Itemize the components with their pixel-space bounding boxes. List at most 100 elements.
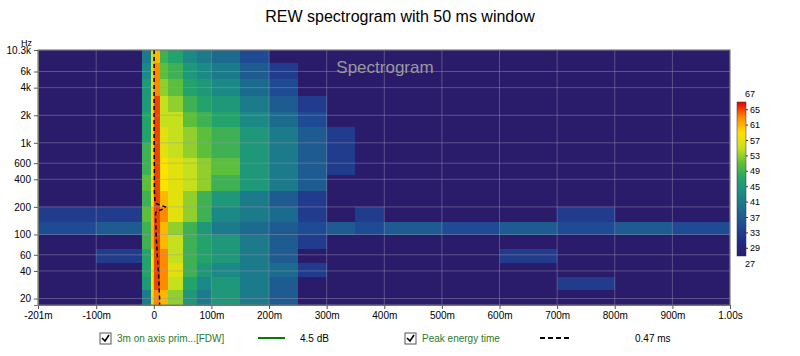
cell xyxy=(211,290,240,305)
plot-background xyxy=(38,50,730,305)
tick-label: 1k xyxy=(20,138,32,149)
y-axis: 10.3k6k4k2k1k600400200100604020 xyxy=(7,45,39,306)
cell xyxy=(269,207,298,222)
colorbar-label: 29 xyxy=(750,243,760,253)
cell xyxy=(211,262,240,277)
grid-line xyxy=(441,50,442,305)
tick-mark xyxy=(34,207,38,208)
cell xyxy=(672,143,730,158)
cell xyxy=(442,111,500,127)
cell xyxy=(500,234,558,249)
cell xyxy=(298,249,327,263)
cell xyxy=(269,111,298,127)
cell xyxy=(160,290,169,305)
cell xyxy=(327,276,356,290)
cell xyxy=(197,63,212,80)
cell xyxy=(38,234,97,249)
tick-label: 600 xyxy=(14,158,31,169)
cell xyxy=(183,143,198,158)
cell xyxy=(240,262,269,277)
cell xyxy=(183,207,198,222)
cell xyxy=(298,175,327,192)
cell xyxy=(500,143,558,158)
y-tick: 600 xyxy=(14,158,38,169)
cell xyxy=(355,290,384,305)
tick-label: 60 xyxy=(20,250,32,261)
cell xyxy=(240,234,269,249)
y-tick: 1k xyxy=(20,138,38,149)
cell xyxy=(615,127,673,144)
cell xyxy=(197,157,212,175)
cell xyxy=(557,63,615,80)
cell xyxy=(183,127,198,144)
cell xyxy=(672,63,730,80)
cell xyxy=(269,63,298,80)
tick-label: 100m xyxy=(199,310,224,321)
cell xyxy=(384,207,442,222)
colorbar-label: 61 xyxy=(750,120,760,130)
cell xyxy=(240,63,269,80)
cell xyxy=(183,221,198,235)
cell xyxy=(96,157,143,175)
cell xyxy=(355,111,384,127)
cell xyxy=(672,50,730,63)
cell xyxy=(38,191,97,208)
y-tick: 400 xyxy=(14,174,38,185)
cell xyxy=(615,157,673,175)
cell xyxy=(183,234,198,249)
tick-label: 200m xyxy=(257,310,282,321)
cell xyxy=(197,290,212,305)
tick-label: 40 xyxy=(20,266,32,277)
cell xyxy=(142,175,151,192)
y-tick: 100 xyxy=(14,229,38,240)
tick-mark xyxy=(327,305,328,309)
cell xyxy=(197,262,212,277)
grid xyxy=(38,50,730,305)
cell xyxy=(557,95,615,112)
checkbox[interactable] xyxy=(100,333,111,344)
cell xyxy=(38,111,97,127)
cell xyxy=(211,276,240,290)
checkbox[interactable] xyxy=(405,333,416,344)
tick-mark xyxy=(672,305,673,309)
grid-line xyxy=(96,50,97,305)
cell xyxy=(142,276,151,290)
cell xyxy=(298,191,327,208)
cell xyxy=(160,249,169,263)
cell xyxy=(384,157,442,175)
cell xyxy=(327,221,356,235)
cell xyxy=(197,50,212,63)
x-tick: 0 xyxy=(152,305,158,321)
plot-frame xyxy=(38,50,730,305)
cell xyxy=(160,95,169,112)
cell xyxy=(142,191,151,208)
cell xyxy=(197,276,212,290)
cell xyxy=(615,249,673,263)
cell xyxy=(168,95,183,112)
cell xyxy=(142,234,151,249)
cell xyxy=(500,191,558,208)
cell xyxy=(168,63,183,80)
tick-label: 20 xyxy=(20,293,32,304)
tick-mark xyxy=(269,305,270,309)
cell xyxy=(240,143,269,158)
tick-label: 400m xyxy=(372,310,397,321)
cell xyxy=(327,143,356,158)
grid-line xyxy=(38,115,730,116)
cell xyxy=(269,221,298,235)
cell xyxy=(557,50,615,63)
cell xyxy=(211,50,240,63)
tick-mark xyxy=(96,305,97,309)
cell xyxy=(442,207,500,222)
cell xyxy=(442,95,500,112)
colorbar-label: 33 xyxy=(750,228,760,238)
cell xyxy=(96,175,143,192)
cell xyxy=(298,262,327,277)
cell xyxy=(197,175,212,192)
cell xyxy=(327,262,356,277)
cell xyxy=(672,95,730,112)
cell xyxy=(615,207,673,222)
cell xyxy=(168,290,183,305)
cell xyxy=(442,276,500,290)
cell xyxy=(240,95,269,112)
